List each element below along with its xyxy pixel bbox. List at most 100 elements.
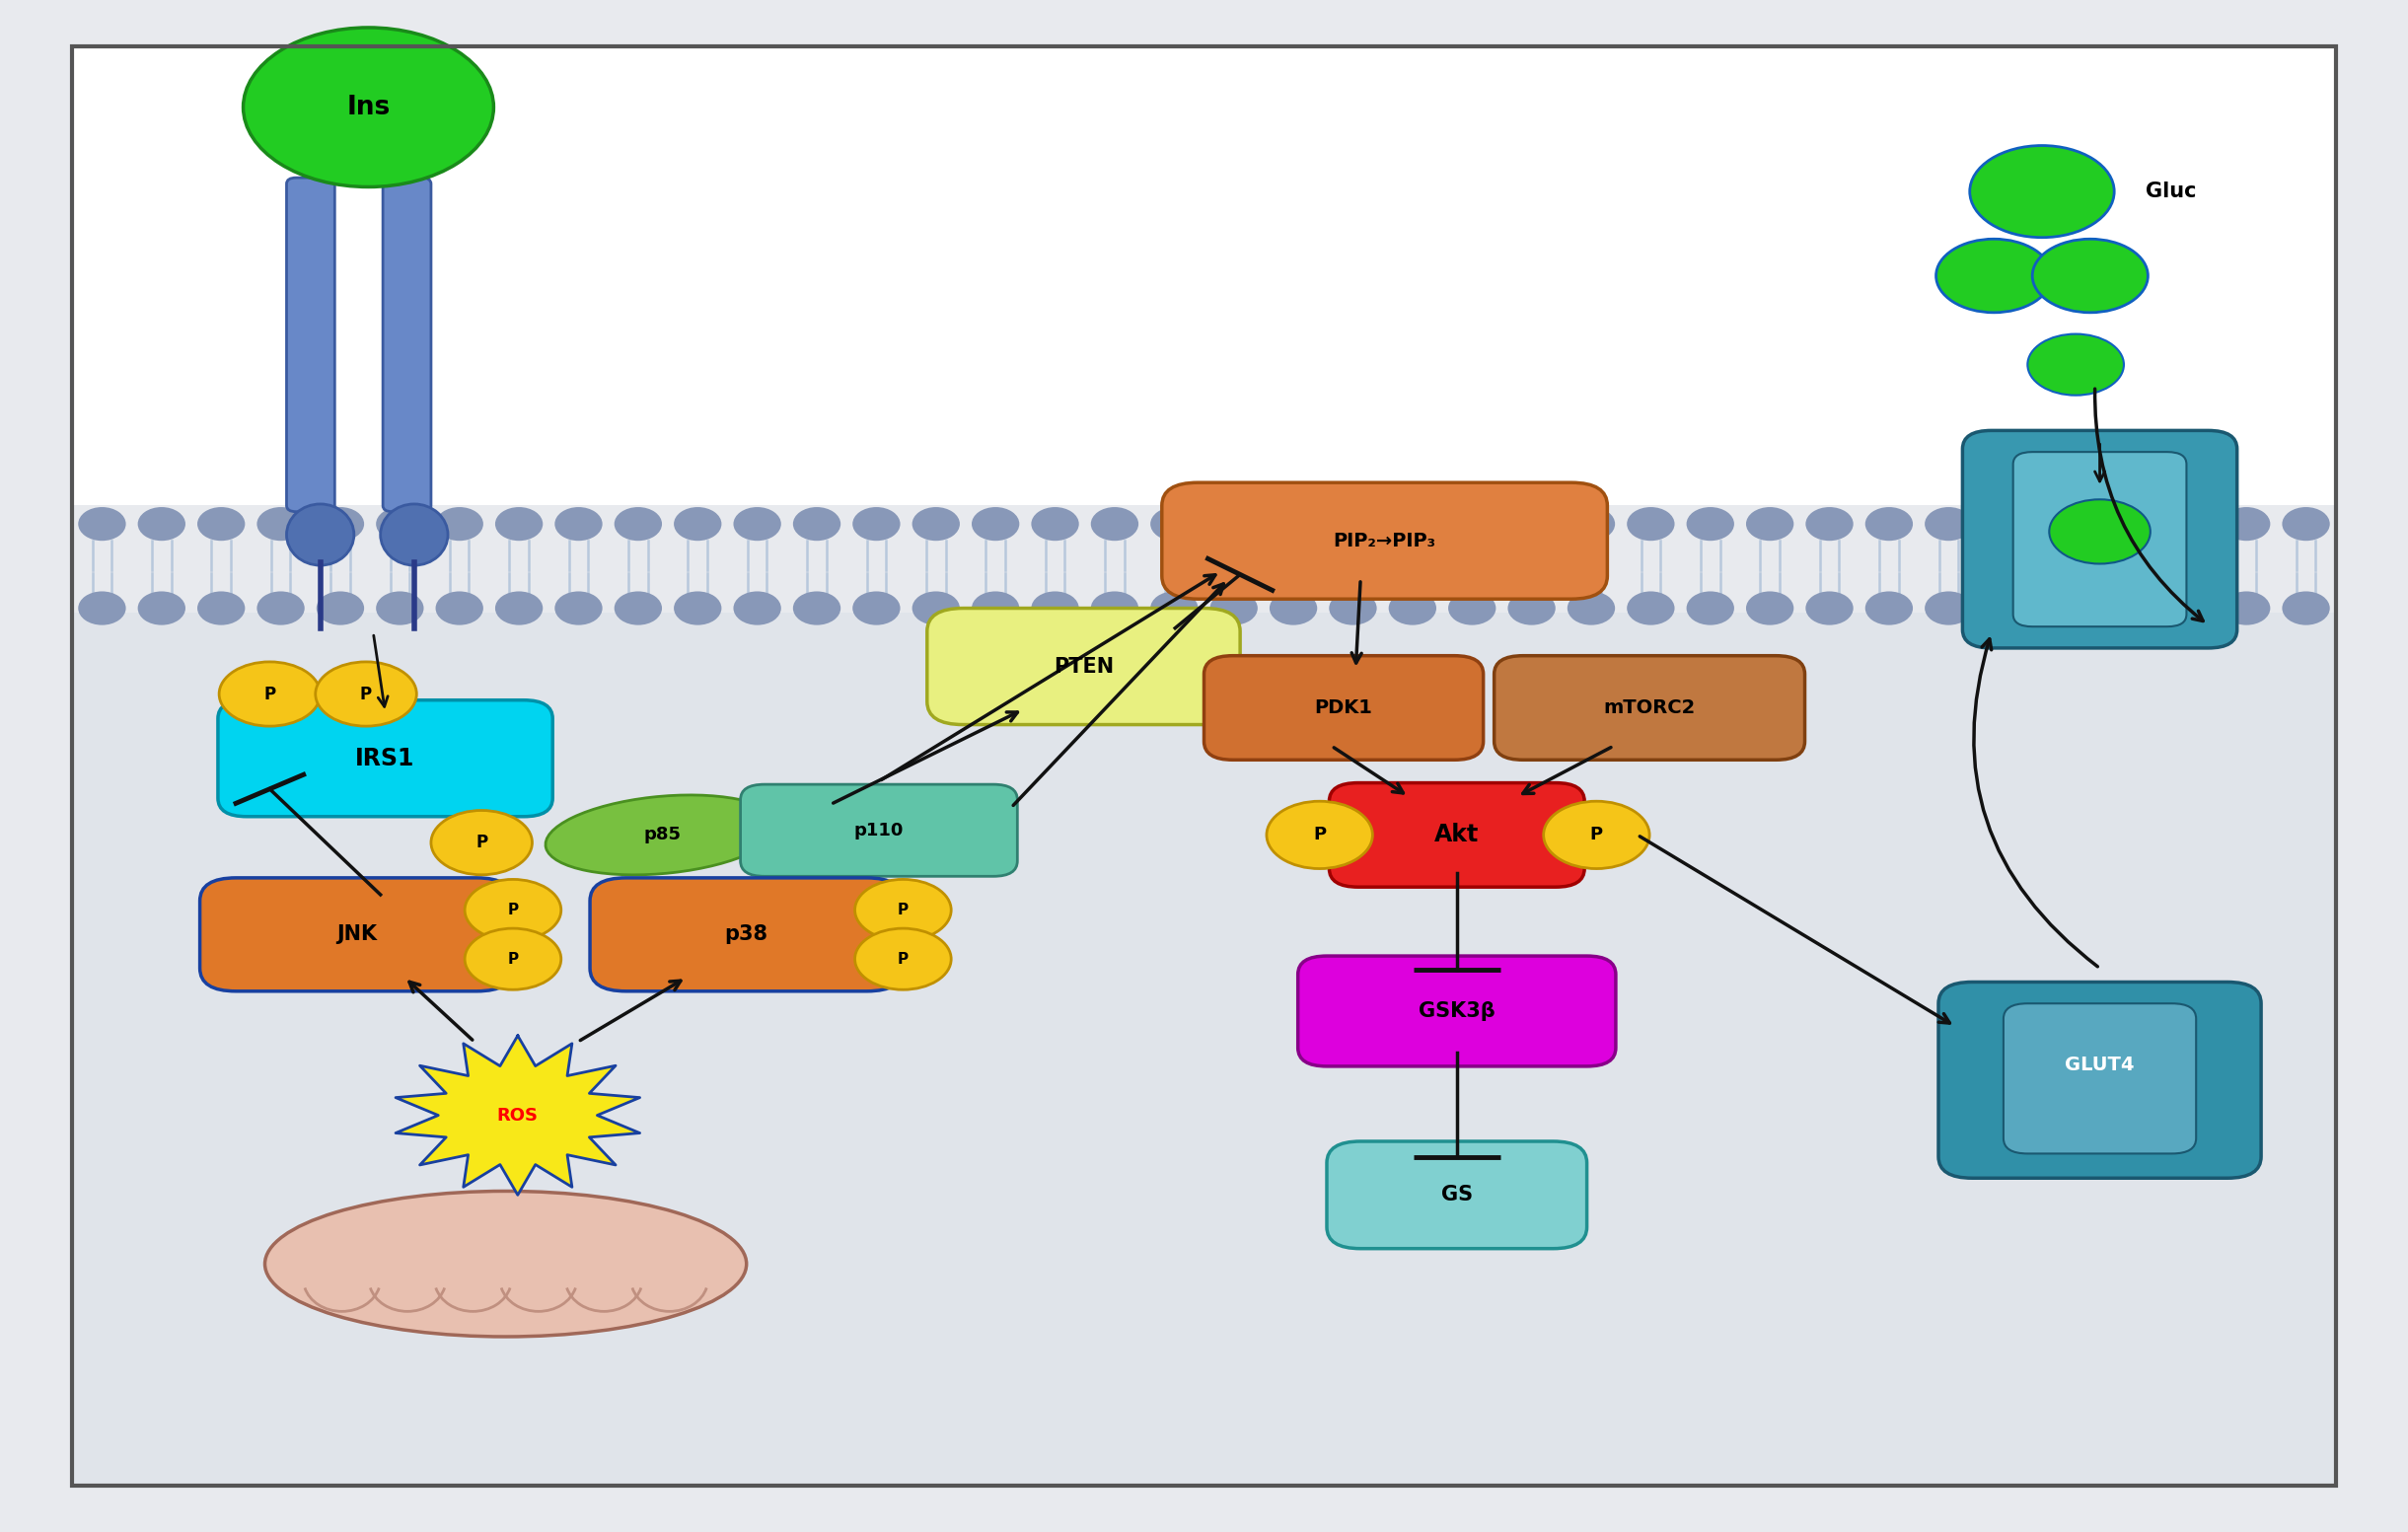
Circle shape <box>2032 239 2148 313</box>
Ellipse shape <box>1628 507 1674 541</box>
Text: Ins: Ins <box>347 95 390 119</box>
Text: P: P <box>477 833 486 852</box>
Ellipse shape <box>197 591 246 625</box>
Ellipse shape <box>1866 591 1912 625</box>
Ellipse shape <box>1151 591 1199 625</box>
Circle shape <box>1936 239 2052 313</box>
Text: GS: GS <box>1440 1186 1474 1204</box>
Ellipse shape <box>258 507 303 541</box>
Ellipse shape <box>852 507 901 541</box>
FancyBboxPatch shape <box>1938 982 2261 1178</box>
Ellipse shape <box>1924 507 1972 541</box>
Ellipse shape <box>1746 591 1794 625</box>
FancyBboxPatch shape <box>383 178 431 512</box>
FancyBboxPatch shape <box>742 784 1016 876</box>
Ellipse shape <box>734 591 780 625</box>
Circle shape <box>1267 801 1373 869</box>
Ellipse shape <box>792 591 840 625</box>
FancyBboxPatch shape <box>590 878 903 991</box>
Circle shape <box>465 879 561 941</box>
Text: ROS: ROS <box>496 1106 539 1124</box>
Ellipse shape <box>2223 591 2271 625</box>
Ellipse shape <box>1806 507 1854 541</box>
FancyArrowPatch shape <box>2095 389 2203 620</box>
FancyBboxPatch shape <box>1327 1141 1587 1249</box>
Ellipse shape <box>1806 591 1854 625</box>
Ellipse shape <box>554 591 602 625</box>
Ellipse shape <box>1924 591 1972 625</box>
Ellipse shape <box>1031 591 1079 625</box>
Text: p38: p38 <box>725 925 768 944</box>
Ellipse shape <box>315 591 364 625</box>
Ellipse shape <box>77 507 125 541</box>
Circle shape <box>219 662 320 726</box>
Text: p110: p110 <box>855 821 903 840</box>
Circle shape <box>243 28 494 187</box>
Ellipse shape <box>1389 507 1435 541</box>
Circle shape <box>431 810 532 875</box>
Ellipse shape <box>614 507 662 541</box>
Circle shape <box>315 662 417 726</box>
Text: PTEN: PTEN <box>1052 657 1115 676</box>
Ellipse shape <box>2223 507 2271 541</box>
Ellipse shape <box>496 591 542 625</box>
Ellipse shape <box>315 507 364 541</box>
Ellipse shape <box>1389 591 1435 625</box>
Text: PDK1: PDK1 <box>1315 699 1373 717</box>
Ellipse shape <box>2105 591 2150 625</box>
Ellipse shape <box>1091 591 1139 625</box>
Text: GLUT4: GLUT4 <box>2066 1056 2133 1074</box>
Ellipse shape <box>1329 507 1377 541</box>
FancyBboxPatch shape <box>1161 483 1609 599</box>
Circle shape <box>855 879 951 941</box>
Ellipse shape <box>1447 507 1495 541</box>
FancyBboxPatch shape <box>1963 430 2237 648</box>
FancyBboxPatch shape <box>1493 656 1806 760</box>
Ellipse shape <box>973 507 1019 541</box>
Ellipse shape <box>1507 507 1556 541</box>
Ellipse shape <box>1628 591 1674 625</box>
FancyBboxPatch shape <box>1298 956 1616 1066</box>
Text: P: P <box>898 902 908 918</box>
Ellipse shape <box>376 591 424 625</box>
Bar <box>72 46 2336 506</box>
Ellipse shape <box>1866 507 1912 541</box>
Ellipse shape <box>674 591 722 625</box>
Ellipse shape <box>547 795 778 875</box>
Ellipse shape <box>734 507 780 541</box>
Ellipse shape <box>1686 591 1734 625</box>
Ellipse shape <box>973 591 1019 625</box>
Ellipse shape <box>137 507 185 541</box>
Text: Akt: Akt <box>1435 823 1479 847</box>
Text: P: P <box>1312 826 1327 844</box>
FancyBboxPatch shape <box>927 608 1240 725</box>
Ellipse shape <box>265 1192 746 1336</box>
Ellipse shape <box>1746 507 1794 541</box>
Ellipse shape <box>287 504 354 565</box>
Ellipse shape <box>1151 507 1199 541</box>
FancyBboxPatch shape <box>2003 1003 2196 1154</box>
Text: P: P <box>265 685 275 703</box>
Text: P: P <box>361 685 371 703</box>
Ellipse shape <box>380 504 448 565</box>
Ellipse shape <box>496 507 542 541</box>
Text: Gluc: Gluc <box>2146 182 2196 201</box>
Ellipse shape <box>1686 507 1734 541</box>
FancyBboxPatch shape <box>2013 452 2186 627</box>
Ellipse shape <box>197 507 246 541</box>
Bar <box>72 613 2336 1486</box>
Ellipse shape <box>852 591 901 625</box>
Ellipse shape <box>2162 507 2211 541</box>
Ellipse shape <box>2283 591 2331 625</box>
Ellipse shape <box>792 507 840 541</box>
Ellipse shape <box>436 507 484 541</box>
Text: P: P <box>898 951 908 967</box>
Circle shape <box>450 1072 585 1158</box>
Ellipse shape <box>913 507 961 541</box>
Text: P: P <box>508 902 518 918</box>
Text: PIP₂→PIP₃: PIP₂→PIP₃ <box>1334 532 1435 550</box>
Text: mTORC2: mTORC2 <box>1604 699 1695 717</box>
Text: P: P <box>1589 826 1604 844</box>
FancyBboxPatch shape <box>1204 656 1483 760</box>
Circle shape <box>855 928 951 990</box>
